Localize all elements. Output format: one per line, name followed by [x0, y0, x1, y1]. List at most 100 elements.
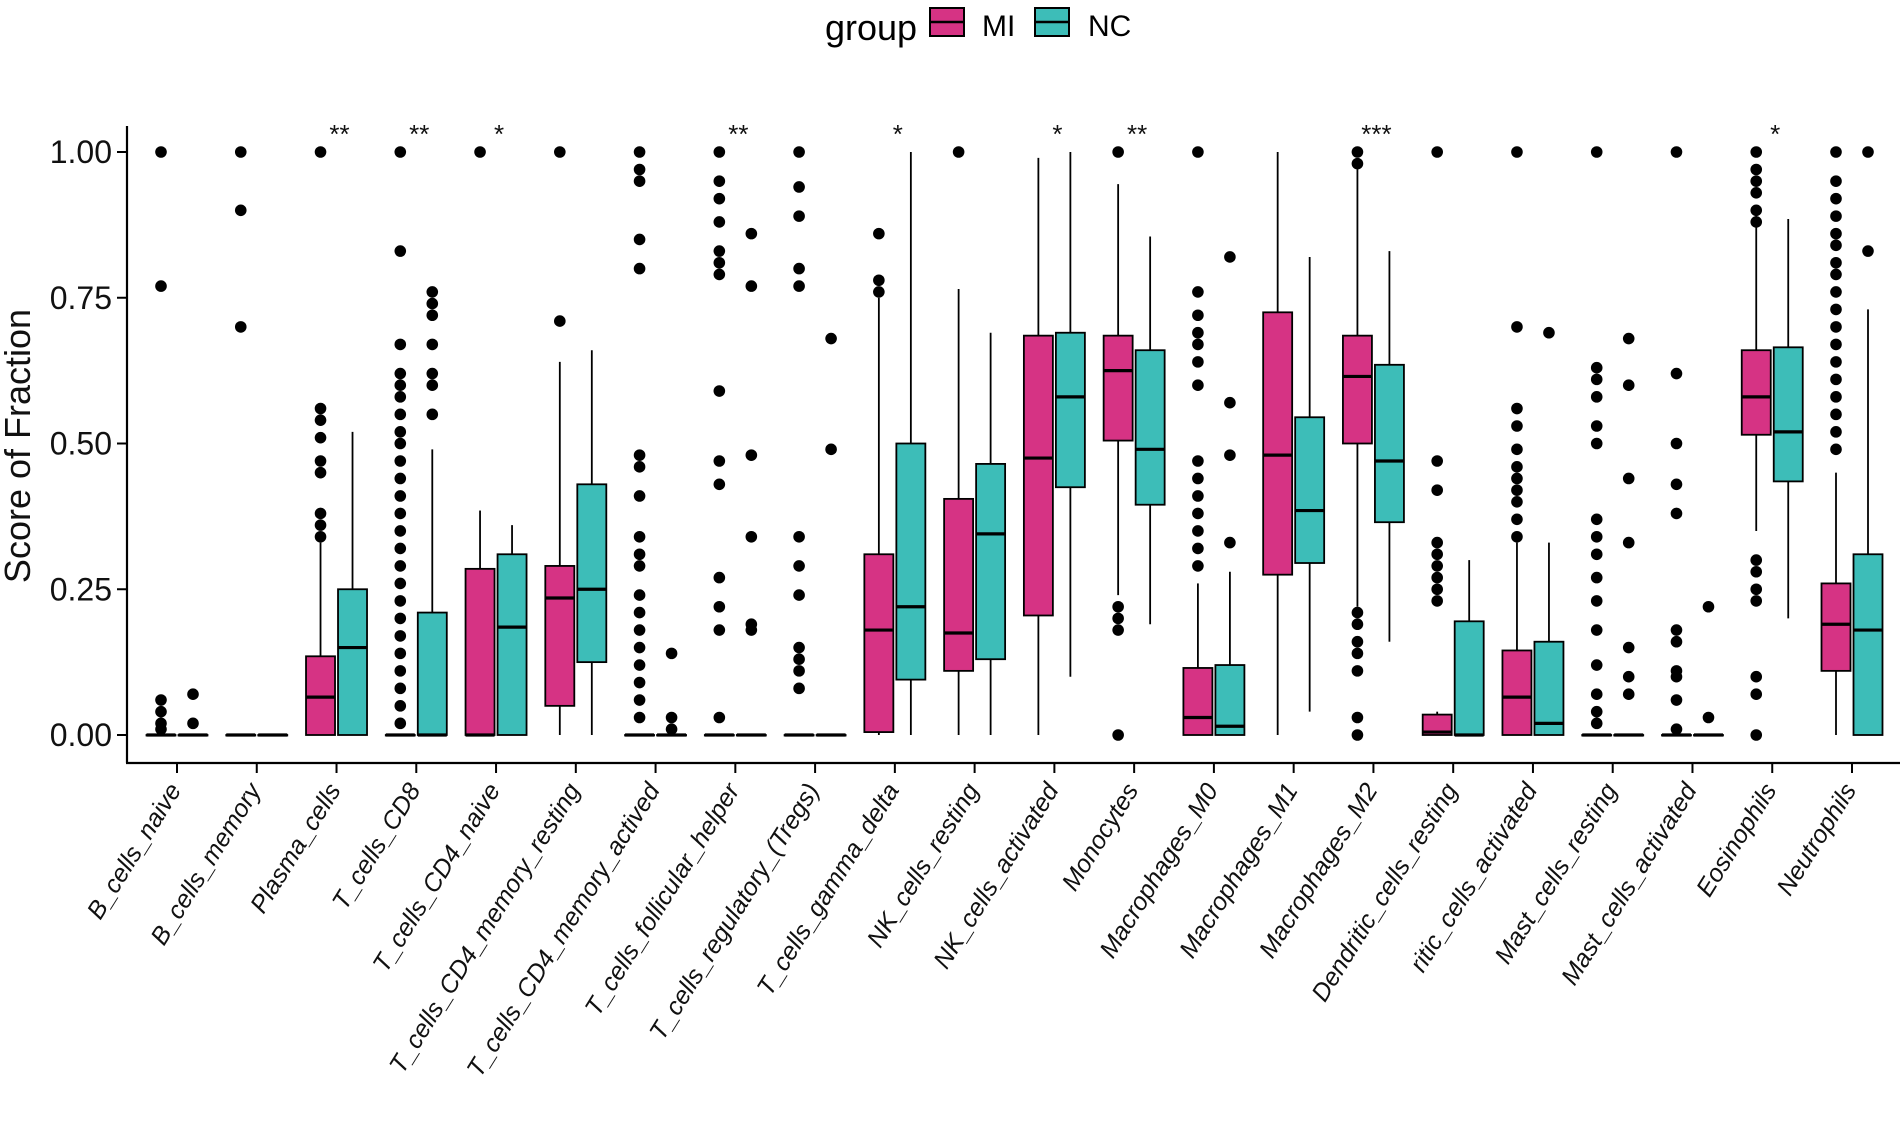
- x-tick-label: Eosinophils: [1691, 778, 1783, 901]
- outlier-point: [1622, 472, 1635, 485]
- outlier-point: [394, 338, 407, 351]
- outlier-point: [1543, 326, 1555, 339]
- outlier-point: [1192, 146, 1204, 158]
- outlier-point: [1830, 426, 1842, 438]
- outlier-point: [314, 507, 327, 520]
- outlier-point: [793, 210, 805, 222]
- significance-label: **: [1127, 119, 1147, 149]
- outlier-point: [1830, 321, 1842, 333]
- outlier-point: [1702, 600, 1715, 613]
- outlier-point: [394, 472, 407, 485]
- outlier-point: [394, 367, 407, 380]
- outlier-point: [1192, 286, 1204, 298]
- y-tick-label: 0.75: [50, 280, 112, 316]
- outlier-point: [713, 268, 726, 281]
- outlier-point: [633, 659, 646, 671]
- outlier-point: [1590, 513, 1603, 526]
- outlier-point: [1590, 146, 1603, 158]
- outlier-point: [1224, 449, 1236, 461]
- box-mi-15: [1342, 146, 1373, 741]
- x-tick-label: T_cells_gamma_delta: [752, 778, 905, 1000]
- box-nc-18: [1613, 332, 1645, 737]
- outlier-point: [394, 490, 407, 502]
- outlier-point: [633, 175, 646, 187]
- outlier-point: [713, 571, 726, 584]
- box-mi-20: [1740, 146, 1772, 741]
- outlier-point: [745, 624, 758, 636]
- box-mi-13: [1182, 146, 1214, 736]
- outlier-point: [155, 705, 167, 718]
- outlier-point: [1511, 443, 1523, 456]
- significance-label: ***: [1361, 119, 1391, 149]
- outlier-point: [394, 560, 407, 572]
- outlier-point: [1830, 146, 1842, 158]
- outlier-point: [1830, 239, 1842, 252]
- outlier-point: [1622, 536, 1635, 549]
- box-body: [337, 588, 368, 736]
- outlier-point: [1590, 571, 1603, 584]
- outlier-point: [394, 455, 407, 467]
- box-mi-8: [783, 146, 815, 737]
- outlier-point: [394, 700, 407, 712]
- outlier-point: [873, 286, 885, 298]
- outlier-point: [1750, 163, 1763, 176]
- outlier-point: [1750, 565, 1763, 578]
- outlier-point: [1511, 472, 1523, 485]
- outlier-point: [234, 146, 247, 158]
- box-mi-14: [1262, 152, 1294, 735]
- box-body: [1214, 664, 1246, 736]
- outlier-point: [187, 688, 199, 700]
- outlier-point: [1511, 513, 1523, 526]
- outlier-point: [713, 455, 726, 467]
- box-nc-10: [975, 332, 1007, 735]
- outlier-point: [426, 309, 439, 322]
- outlier-point: [1511, 461, 1523, 473]
- outlier-point: [1192, 525, 1204, 537]
- outlier-point: [1750, 204, 1763, 217]
- y-tick-label: 0.50: [50, 426, 112, 462]
- box-body: [1182, 667, 1214, 736]
- significance-labels: ** ** * ** * * ** *** *: [329, 119, 1780, 149]
- outlier-point: [1750, 146, 1763, 158]
- outlier-point: [1862, 245, 1874, 257]
- box-body: [1262, 311, 1294, 576]
- outlier-point: [1224, 251, 1236, 263]
- outlier-point: [554, 146, 566, 158]
- box-mi-21: [1820, 146, 1852, 735]
- outlier-point: [1590, 361, 1603, 374]
- outlier-point: [1622, 688, 1635, 700]
- outlier-point: [793, 181, 805, 193]
- outlier-point: [1750, 175, 1763, 187]
- outlier-point: [314, 466, 327, 479]
- outlier-point: [1511, 402, 1523, 415]
- outlier-point: [1351, 647, 1364, 660]
- outlier-point: [1750, 688, 1763, 700]
- outlier-point: [1112, 600, 1124, 613]
- outlier-point: [1830, 356, 1842, 368]
- outlier-point: [793, 262, 805, 275]
- box-nc-4: [496, 525, 528, 736]
- box-nc-12: [1134, 236, 1166, 625]
- significance-label: **: [409, 119, 429, 149]
- box-mi-18: [1581, 146, 1613, 737]
- box-nc-11: [1054, 152, 1086, 677]
- outlier-point: [793, 589, 805, 601]
- box-body: [1134, 349, 1166, 506]
- outlier-point: [1224, 396, 1236, 409]
- box-mi-10: [943, 146, 975, 735]
- outlier-point: [1830, 338, 1842, 351]
- significance-label: **: [329, 119, 349, 149]
- legend-items: MI NC: [929, 7, 1131, 43]
- box-body: [1852, 553, 1884, 736]
- outlier-point: [1351, 618, 1364, 631]
- box-body: [975, 463, 1007, 661]
- outlier-point: [793, 653, 805, 666]
- outlier-point: [1351, 635, 1364, 648]
- box-mi-17: [1501, 146, 1533, 736]
- outlier-point: [1351, 157, 1364, 170]
- outlier-point: [394, 595, 407, 607]
- x-tick-label: Neutrophils: [1771, 778, 1862, 900]
- outlier-point: [426, 367, 439, 380]
- outlier-point: [633, 711, 646, 724]
- box-mi-9: [863, 227, 895, 735]
